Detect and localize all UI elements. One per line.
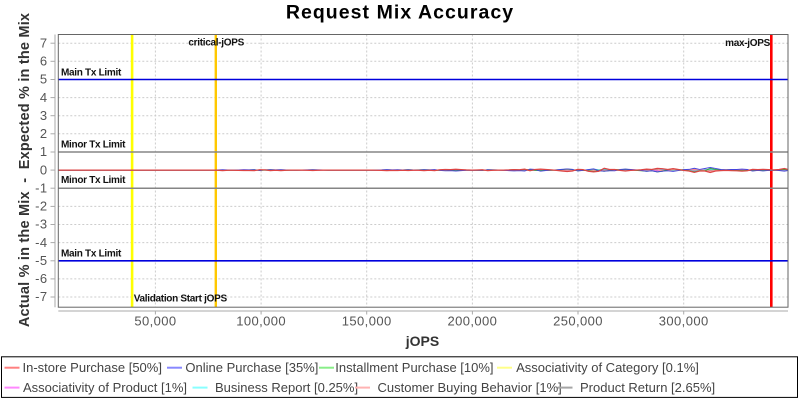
svg-text:-2: -2 <box>35 199 47 214</box>
svg-text:Online Purchase [35%]: Online Purchase [35%] <box>185 360 318 375</box>
svg-text:Installment Purchase [10%]: Installment Purchase [10%] <box>335 360 493 375</box>
svg-text:250,000: 250,000 <box>553 314 603 329</box>
svg-text:Minor Tx Limit: Minor Tx Limit <box>61 140 126 151</box>
svg-text:-6: -6 <box>35 271 47 286</box>
svg-text:Product Return [2.65%]: Product Return [2.65%] <box>580 380 715 395</box>
svg-text:In-store Purchase [50%]: In-store Purchase [50%] <box>23 360 162 375</box>
svg-text:7: 7 <box>40 35 48 50</box>
svg-text:Request Mix Accuracy: Request Mix Accuracy <box>286 2 514 24</box>
svg-text:Associativity of Category [0.1: Associativity of Category [0.1%] <box>516 360 699 375</box>
svg-text:300,000: 300,000 <box>659 314 709 329</box>
svg-text:jOPS: jOPS <box>405 333 439 349</box>
svg-text:Main Tx Limit: Main Tx Limit <box>61 249 122 260</box>
svg-text:Actual % in the Mix - Expect: Actual % in the Mix - Expected % in the … <box>17 13 33 327</box>
svg-text:0: 0 <box>40 162 48 177</box>
svg-text:6: 6 <box>40 54 48 69</box>
svg-text:-5: -5 <box>35 253 47 268</box>
svg-text:Customer Buying Behavior [1%]: Customer Buying Behavior [1%] <box>378 380 562 395</box>
svg-text:50,000: 50,000 <box>134 314 176 329</box>
svg-text:critical-jOPS: critical-jOPS <box>188 37 244 48</box>
svg-text:2: 2 <box>40 126 48 141</box>
svg-text:Minor Tx Limit: Minor Tx Limit <box>61 175 126 186</box>
svg-text:100,000: 100,000 <box>236 314 286 329</box>
svg-text:200,000: 200,000 <box>448 314 498 329</box>
svg-text:5: 5 <box>40 72 48 87</box>
svg-text:4: 4 <box>40 90 48 105</box>
svg-text:-3: -3 <box>35 217 47 232</box>
svg-text:Associativity of Product [1%]: Associativity of Product [1%] <box>23 380 187 395</box>
svg-text:-1: -1 <box>35 180 47 195</box>
svg-text:3: 3 <box>40 108 48 123</box>
svg-text:Business Report [0.25%]: Business Report [0.25%] <box>215 380 358 395</box>
svg-text:-4: -4 <box>35 235 47 250</box>
svg-text:max-jOPS: max-jOPS <box>725 38 770 49</box>
svg-text:Validation Start jOPS: Validation Start jOPS <box>134 294 228 305</box>
svg-text:-7: -7 <box>35 289 47 304</box>
svg-text:1: 1 <box>40 144 48 159</box>
svg-text:150,000: 150,000 <box>342 314 392 329</box>
svg-text:Main Tx Limit: Main Tx Limit <box>61 68 122 79</box>
